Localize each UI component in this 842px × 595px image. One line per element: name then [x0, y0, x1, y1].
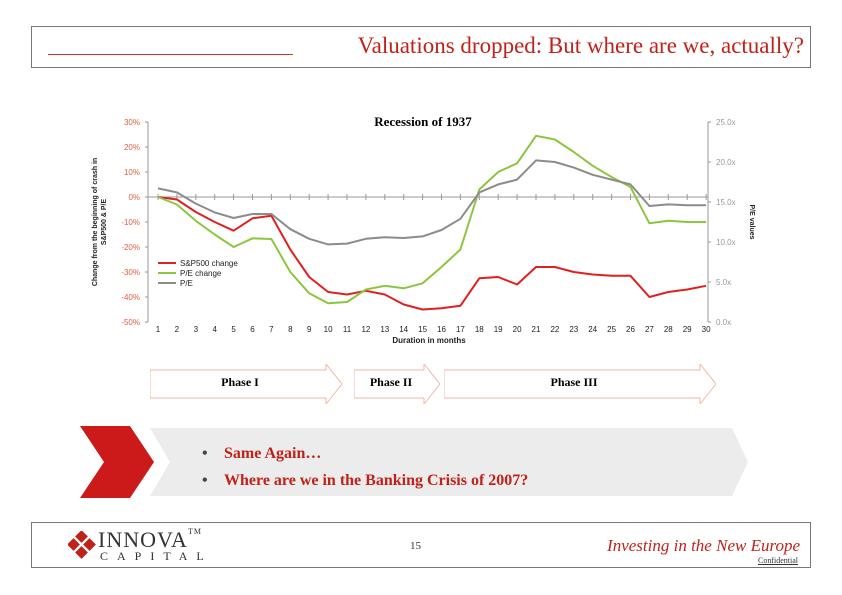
x-tick-label: 3	[194, 325, 199, 334]
left-tick-label: 10%	[124, 168, 140, 177]
x-tick-label: 19	[494, 325, 503, 334]
x-tick-label: 28	[664, 325, 673, 334]
recession-1937-chart: 30%20%10%0%-10%-20%-30%-40%-50%25.0x20.0…	[92, 114, 755, 345]
bullet-text: Same Again…	[224, 444, 322, 462]
x-axis-label: Duration in months	[392, 336, 466, 345]
right-axis-label: P/E values	[748, 204, 755, 239]
right-tick-label: 25.0x	[716, 118, 736, 127]
right-tick-label: 20.0x	[716, 158, 736, 167]
left-tick-label: 0%	[128, 193, 140, 202]
left-tick-label: 30%	[124, 118, 140, 127]
x-tick-label: 20	[513, 325, 522, 334]
x-tick-label: 25	[607, 325, 616, 334]
x-tick-label: 17	[456, 325, 465, 334]
phase-2-arrow: Phase II	[354, 364, 440, 404]
x-tick-label: 4	[212, 325, 217, 334]
series-line-p-e-change	[157, 134, 707, 305]
x-tick-label: 16	[437, 325, 446, 334]
phase-label: Phase III	[550, 375, 598, 389]
chart-title: Recession of 1937	[374, 114, 472, 129]
x-tick-label: 2	[175, 325, 180, 334]
legend-label: P/E	[180, 279, 193, 288]
bullet-text: Where are we in the Banking Crisis of 20…	[224, 471, 529, 489]
title-box: Valuations dropped: But where are we, ac…	[31, 26, 811, 68]
x-tick-label: 11	[343, 325, 352, 334]
legend-label: S&P500 change	[180, 259, 238, 268]
page-number: 15	[410, 540, 421, 552]
confidential-label: Confidential	[758, 556, 798, 565]
footer: INNOVATM CAPITAL 15 Investing in the New…	[31, 522, 811, 568]
phase-label: Phase I	[221, 375, 259, 389]
right-tick-label: 0.0x	[716, 318, 731, 327]
right-tick-label: 10.0x	[716, 238, 736, 247]
x-tick-label: 22	[550, 325, 559, 334]
x-tick-label: 13	[380, 325, 389, 334]
phase-3-arrow: Phase III	[444, 364, 716, 404]
x-tick-label: 5	[231, 325, 236, 334]
x-tick-label: 9	[307, 325, 312, 334]
tagline: Investing in the New Europe	[607, 536, 800, 555]
x-tick-label: 27	[645, 325, 654, 334]
x-tick-label: 21	[532, 325, 541, 334]
left-tick-label: -10%	[121, 218, 140, 227]
diamond-logo-icon	[68, 531, 96, 559]
bullet-item: • Same Again…	[202, 440, 528, 467]
x-tick-label: 15	[418, 325, 427, 334]
x-tick-label: 26	[626, 325, 635, 334]
x-tick-label: 12	[361, 325, 370, 334]
logo-tm: TM	[187, 527, 202, 536]
x-tick-label: 24	[588, 325, 597, 334]
series-line-p-e	[157, 159, 707, 246]
phase-label: Phase II	[369, 375, 413, 389]
slide-title: Valuations dropped: But where are we, ac…	[357, 33, 804, 58]
x-tick-label: 18	[475, 325, 484, 334]
bullet-list: • Same Again… • Where are we in the Bank…	[202, 440, 528, 494]
series-line-s-p500-change	[157, 196, 707, 311]
right-tick-label: 5.0x	[716, 278, 731, 287]
title-underline	[48, 54, 293, 55]
bullet-item: • Where are we in the Banking Crisis of …	[202, 467, 528, 494]
x-tick-label: 8	[288, 325, 293, 334]
logo-name: INNOVA	[98, 527, 188, 552]
x-tick-label: 30	[702, 325, 711, 334]
logo-subtitle: CAPITAL	[100, 549, 213, 563]
x-tick-label: 6	[250, 325, 255, 334]
x-tick-label: 1	[156, 325, 161, 334]
x-tick-label: 7	[269, 325, 274, 334]
red-chevron-icon	[80, 426, 154, 498]
bullet-banner	[80, 426, 750, 498]
bullet-dot-icon: •	[202, 444, 208, 462]
left-axis-label: Change from the beginning of crash in S&P…	[92, 158, 108, 286]
bullet-dot-icon: •	[202, 471, 208, 489]
left-tick-label: -30%	[121, 268, 140, 277]
left-tick-label: -40%	[121, 293, 140, 302]
left-tick-label: -50%	[121, 318, 140, 327]
phase-1-arrow: Phase I	[150, 364, 342, 404]
right-tick-label: 15.0x	[716, 198, 736, 207]
x-tick-label: 29	[683, 325, 692, 334]
x-tick-label: 14	[399, 325, 408, 334]
legend-label: P/E change	[180, 269, 222, 278]
left-tick-label: 20%	[124, 143, 140, 152]
left-tick-label: -20%	[121, 243, 140, 252]
x-tick-label: 23	[569, 325, 578, 334]
x-tick-label: 10	[324, 325, 333, 334]
